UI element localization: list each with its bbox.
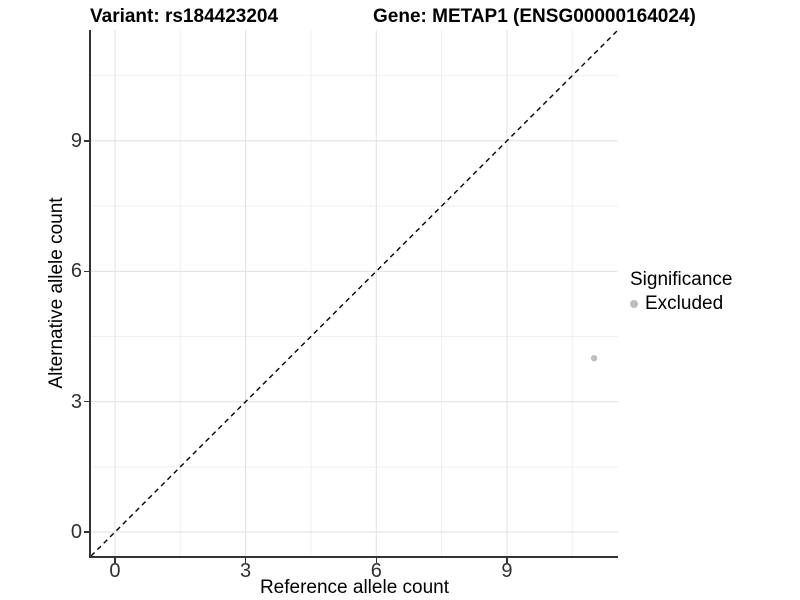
plot-panel (91, 30, 618, 556)
x-tick-mark (375, 558, 378, 563)
y-tick-mark (84, 400, 89, 403)
legend-entries: Excluded (630, 292, 732, 315)
x-tick-label: 3 (240, 560, 252, 582)
legend-title: Significance (630, 269, 733, 290)
legend-entry: Excluded (630, 292, 732, 315)
gene-title: Gene: METAP1 (ENSG00000164024) (373, 6, 696, 27)
y-tick-mark (84, 270, 89, 272)
y-axis-title: Alternative allele count (46, 197, 67, 389)
x-tick-mark (114, 558, 116, 563)
x-axis-line (89, 556, 618, 558)
y-tick-label: 3 (70, 390, 82, 413)
legend-point-icon (630, 299, 638, 308)
identity-line (91, 30, 618, 556)
x-tick-mark (244, 558, 247, 563)
variant-title: Variant: rs184423204 (90, 6, 279, 27)
x-tick-label: 0 (109, 560, 121, 582)
x-tick-label: 6 (370, 560, 382, 582)
y-tick-label: 0 (70, 521, 82, 544)
x-axis-title: Reference allele count (259, 577, 450, 598)
y-tick-mark (84, 531, 89, 533)
legend-entry-label: Excluded (645, 293, 724, 314)
x-tick-label: 9 (501, 560, 513, 582)
y-axis-line (89, 30, 91, 558)
y-tick-mark (84, 140, 89, 142)
y-tick-label: 6 (70, 260, 82, 283)
y-tick-label: 9 (70, 129, 82, 152)
x-tick-mark (506, 558, 508, 563)
legend: Significance Excluded (630, 268, 732, 315)
data-point (590, 355, 598, 362)
plot-panel-svg (91, 30, 618, 556)
